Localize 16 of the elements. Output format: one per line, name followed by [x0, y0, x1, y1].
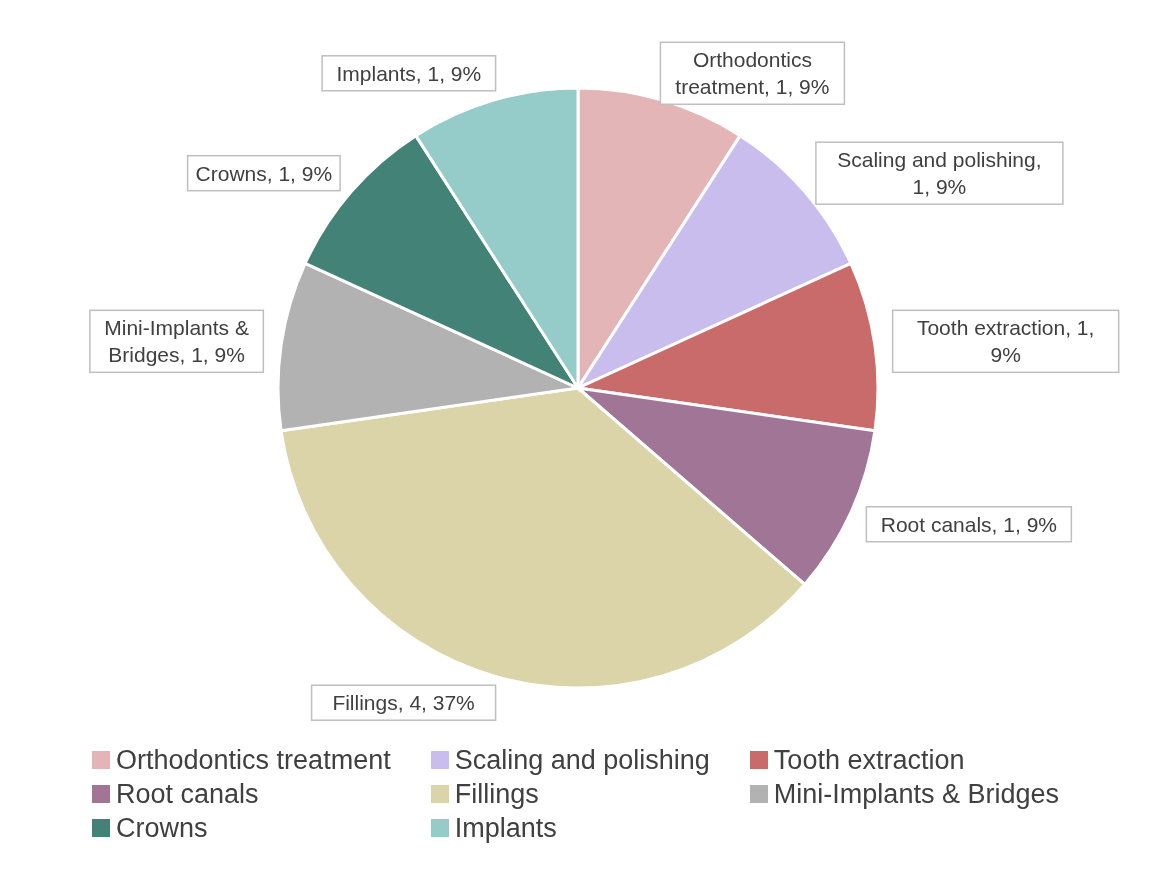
legend-label: Crowns [116, 812, 208, 845]
legend-label: Fillings [454, 778, 539, 811]
data-label: Root canals, 1, 9% [880, 512, 1057, 536]
data-label: Orthodontics treatment, 1, 9% [675, 48, 830, 99]
legend-label: Tooth extraction [773, 744, 965, 777]
legend-label: Scaling and polishing [454, 744, 710, 777]
data-label: Implants, 1, 9% [336, 61, 482, 85]
legend-label: Implants [454, 812, 557, 845]
legend-label: Orthodontics treatment [116, 744, 391, 777]
data-label: Scaling and polishing, 1, 9% [837, 148, 1042, 199]
data-label: Tooth extraction, 1, 9% [916, 316, 1095, 367]
data-label: Crowns, 1, 9% [195, 161, 333, 185]
data-label: Mini-Implants & Bridges, 1, 9% [104, 316, 249, 367]
legend-label: Mini-Implants & Bridges [773, 778, 1059, 811]
legend-label: Root canals [116, 778, 259, 811]
data-label: Fillings, 4, 37% [332, 691, 475, 715]
